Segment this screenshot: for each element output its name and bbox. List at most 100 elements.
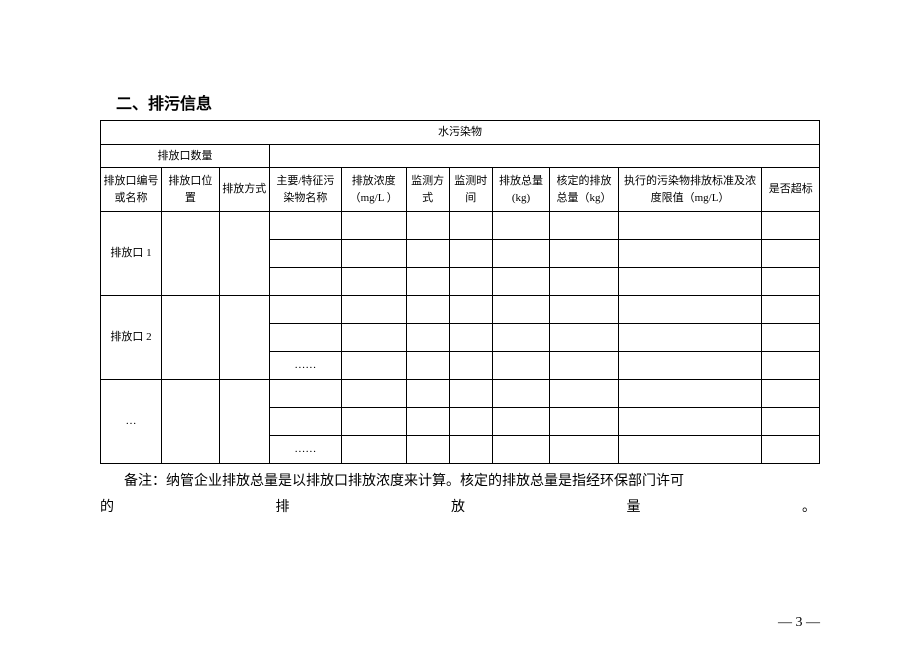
table-cell (550, 296, 618, 324)
table-cell (219, 380, 269, 464)
table-cell (762, 380, 820, 408)
note-line2: 的 排 放 量 。 (100, 496, 820, 516)
col-header-4: 排放浓度（mg/L ） (341, 168, 406, 212)
table-cell (449, 296, 492, 324)
table-cell (341, 408, 406, 436)
table-cell (341, 268, 406, 296)
table-cell (550, 436, 618, 464)
table-cell (269, 380, 341, 408)
table-cell (618, 212, 762, 240)
header-sub: 排放口数量 (101, 144, 270, 168)
table-cell-ellipsis: …… (269, 436, 341, 464)
table-cell (762, 408, 820, 436)
table-cell (550, 380, 618, 408)
table-cell (618, 380, 762, 408)
note-part: 的 (100, 496, 114, 516)
table-cell (219, 296, 269, 380)
table-cell (618, 408, 762, 436)
table-cell (762, 212, 820, 240)
table-cell (550, 408, 618, 436)
note-part: 放 (451, 496, 465, 516)
table-cell (406, 380, 449, 408)
table-cell (449, 380, 492, 408)
header-sub-blank (269, 144, 819, 168)
col-header-2: 排放方式 (219, 168, 269, 212)
pollution-table: 水污染物 排放口数量 排放口编号或名称 排放口位置 排放方式 主要/特征污染物名… (100, 120, 820, 464)
col-header-3: 主要/特征污染物名称 (269, 168, 341, 212)
note-part: 。 (802, 496, 816, 516)
table-cell (269, 296, 341, 324)
table-cell (618, 324, 762, 352)
table-cell (762, 352, 820, 380)
table-cell-ellipsis: …… (269, 352, 341, 380)
table-cell (492, 296, 550, 324)
group2-label: 排放口 2 (101, 296, 162, 380)
table-cell (550, 212, 618, 240)
table-cell (618, 436, 762, 464)
table-cell (406, 324, 449, 352)
table-cell (449, 212, 492, 240)
table-cell (492, 268, 550, 296)
table-cell (449, 240, 492, 268)
table-cell (341, 296, 406, 324)
table-cell (618, 296, 762, 324)
table-cell (618, 268, 762, 296)
table-cell (341, 352, 406, 380)
table-cell (550, 324, 618, 352)
col-header-8: 核定的排放总量（kg） (550, 168, 618, 212)
table-cell (269, 268, 341, 296)
table-cell (406, 296, 449, 324)
table-cell (406, 212, 449, 240)
table-cell (618, 352, 762, 380)
section-title: 二、排污信息 (100, 90, 820, 114)
table-cell (492, 212, 550, 240)
table-cell (269, 408, 341, 436)
table-cell (406, 268, 449, 296)
header-main: 水污染物 (101, 121, 820, 145)
table-cell (762, 268, 820, 296)
table-cell (550, 268, 618, 296)
table-cell (449, 352, 492, 380)
table-cell (162, 296, 220, 380)
table-cell (341, 324, 406, 352)
table-cell (762, 240, 820, 268)
col-header-1: 排放口位置 (162, 168, 220, 212)
table-cell (449, 268, 492, 296)
col-header-7: 排放总量(kg) (492, 168, 550, 212)
table-cell (550, 240, 618, 268)
col-header-9: 执行的污染物排放标准及浓度限值（mg/L） (618, 168, 762, 212)
table-cell (492, 240, 550, 268)
col-header-6: 监测时间 (449, 168, 492, 212)
table-cell (406, 352, 449, 380)
table-cell (162, 212, 220, 296)
table-cell (492, 380, 550, 408)
col-header-0: 排放口编号或名称 (101, 168, 162, 212)
table-cell (618, 240, 762, 268)
table-cell (449, 408, 492, 436)
group1-label: 排放口 1 (101, 212, 162, 296)
note-part: 量 (627, 496, 641, 516)
table-cell (341, 212, 406, 240)
table-cell (219, 212, 269, 296)
table-cell (341, 240, 406, 268)
page-number: — 3 — (778, 615, 820, 631)
table-cell (269, 212, 341, 240)
table-cell (449, 436, 492, 464)
table-cell (162, 380, 220, 464)
group3-label: … (101, 380, 162, 464)
table-cell (269, 240, 341, 268)
table-cell (762, 436, 820, 464)
table-cell (492, 352, 550, 380)
table-cell (406, 436, 449, 464)
note-line1: 备注：纳管企业排放总量是以排放口排放浓度来计算。核定的排放总量是指经环保部门许可 (100, 468, 820, 496)
table-cell (492, 324, 550, 352)
table-cell (492, 408, 550, 436)
note-part: 排 (276, 496, 290, 516)
table-cell (550, 352, 618, 380)
table-cell (762, 296, 820, 324)
table-cell (449, 324, 492, 352)
table-cell (406, 240, 449, 268)
table-cell (341, 380, 406, 408)
table-cell (406, 408, 449, 436)
table-cell (492, 436, 550, 464)
